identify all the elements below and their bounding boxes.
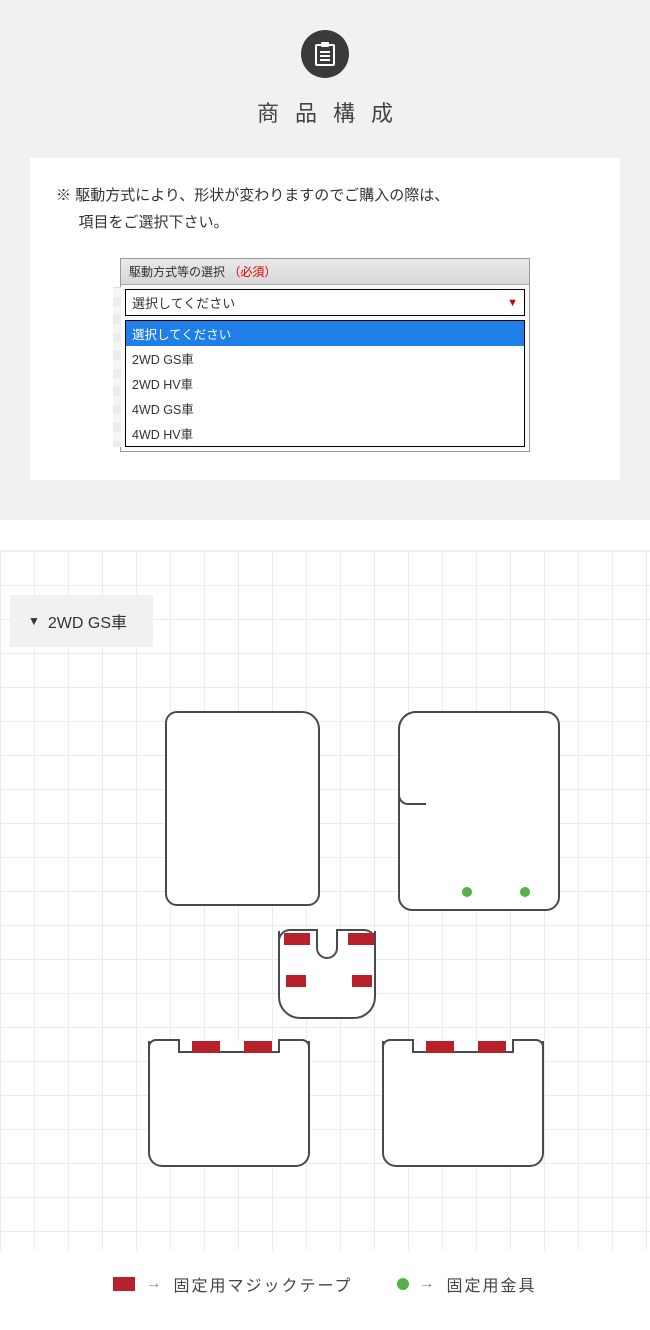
variant-name: 2WD GS車 <box>48 609 127 633</box>
notice-line1: 駆動方式により、形状が変わりますのでご購入の際は、 <box>75 187 449 204</box>
mat-front-left <box>165 711 320 906</box>
dropdown-label: 駆動方式等の選択 <box>129 265 225 279</box>
velcro-marker <box>348 933 374 945</box>
dropdown-side-decoration <box>113 287 121 447</box>
velcro-marker <box>352 975 372 987</box>
dropdown-option[interactable]: 2WD GS車 <box>126 346 524 371</box>
velcro-marker <box>244 1041 272 1053</box>
notice-box: ※ 駆動方式により、形状が変わりますのでご購入の際は、 項目をご選択下さい。 駆… <box>30 158 620 480</box>
arrow-icon: → <box>145 1275 163 1293</box>
legend-velcro-label: 固定用マジックテープ <box>173 1272 352 1296</box>
mat-center <box>278 931 376 1019</box>
clip-marker <box>520 887 530 897</box>
legend-clip-label: 固定用金具 <box>447 1272 537 1296</box>
mat-center-notch <box>316 929 338 959</box>
dropdown-required: （必須） <box>228 265 276 279</box>
dropdown-option[interactable]: 選択してください <box>126 321 524 346</box>
clip-marker <box>462 887 472 897</box>
dropdown-option[interactable]: 2WD HV車 <box>126 371 524 396</box>
velcro-marker <box>286 975 306 987</box>
legend: → 固定用マジックテープ → 固定用金具 <box>0 1250 650 1330</box>
velcro-marker <box>478 1041 506 1053</box>
chevron-down-icon: ▼ <box>507 297 518 309</box>
mat-rear-right <box>382 1041 544 1167</box>
section-title: 商品構成 <box>0 96 650 128</box>
dropdown-header: 駆動方式等の選択 （必須） <box>121 259 529 285</box>
velcro-marker <box>284 933 310 945</box>
dropdown-option[interactable]: 4WD GS車 <box>126 396 524 421</box>
dropdown-select[interactable]: 選択してください ▼ <box>125 289 525 316</box>
clipboard-icon <box>301 30 349 78</box>
dropdown-widget: 駆動方式等の選択 （必須） 選択してください ▼ 選択してください 2WD GS… <box>120 258 530 452</box>
diagram-section: ▼ 2WD GS車 <box>0 550 650 1250</box>
arrow-icon: → <box>419 1275 437 1293</box>
mat-rear-left <box>148 1041 310 1167</box>
notice-line2: 項目をご選択下さい。 <box>56 209 594 236</box>
dropdown-option[interactable]: 4WD HV車 <box>126 421 524 446</box>
dropdown-selected-text: 選択してください <box>132 293 235 312</box>
header-section: 商品構成 ※ 駆動方式により、形状が変わりますのでご購入の際は、 項目をご選択下… <box>0 0 650 520</box>
dropdown-list: 選択してください 2WD GS車 2WD HV車 4WD GS車 4WD HV車 <box>125 320 525 447</box>
notice-prefix: ※ <box>56 187 71 204</box>
velcro-swatch <box>113 1277 135 1291</box>
velcro-marker <box>192 1041 220 1053</box>
mat-front-right <box>398 711 560 911</box>
clip-swatch <box>397 1278 409 1290</box>
notice-text: ※ 駆動方式により、形状が変わりますのでご購入の際は、 項目をご選択下さい。 <box>56 182 594 236</box>
triangle-icon: ▼ <box>28 614 40 628</box>
variant-label: ▼ 2WD GS車 <box>10 595 153 647</box>
legend-velcro: → 固定用マジックテープ <box>113 1272 352 1296</box>
legend-clip: → 固定用金具 <box>397 1272 537 1296</box>
velcro-marker <box>426 1041 454 1053</box>
